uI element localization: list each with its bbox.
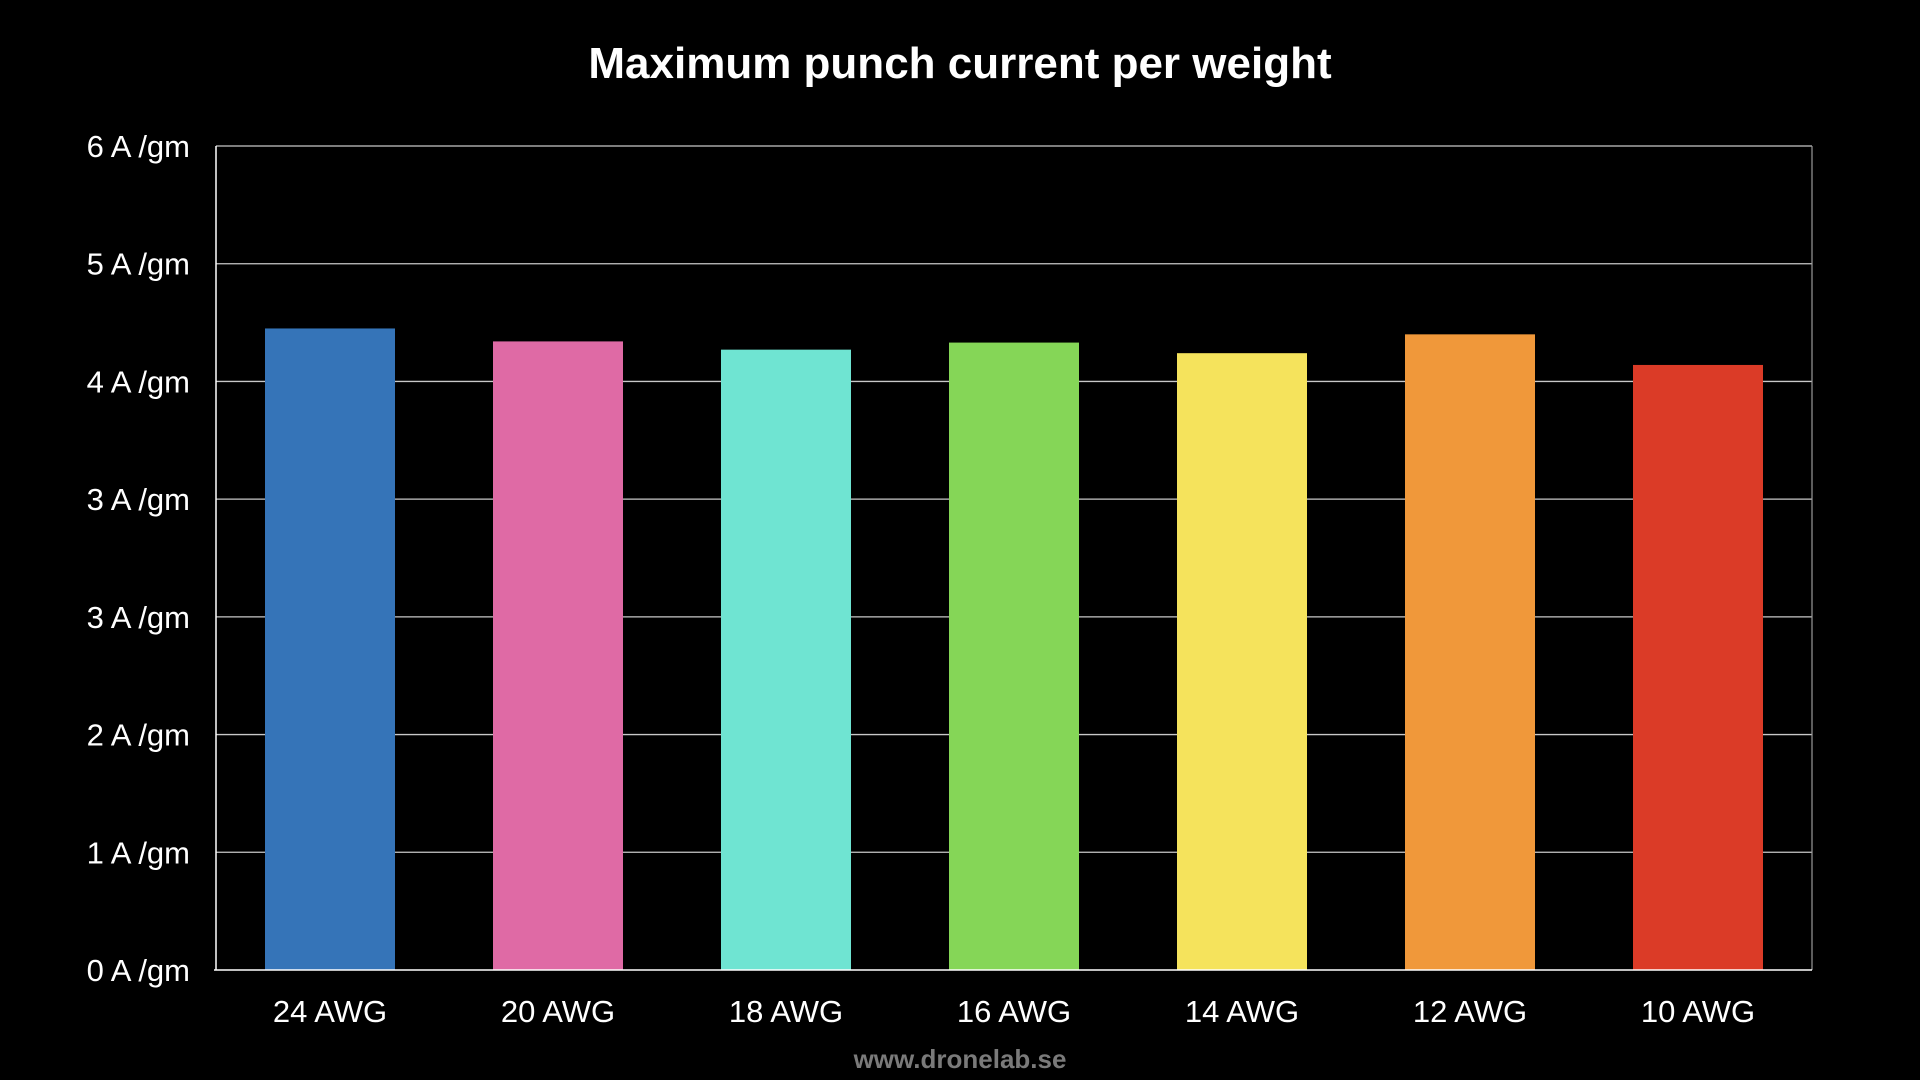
x-tick-label: 24 AWG [273,994,387,1029]
y-tick-label: 0 A /gm [87,953,190,988]
y-tick-label: 4 A /gm [87,364,190,399]
bar-20-awg [493,341,623,970]
watermark-text: www.dronelab.se [853,1044,1067,1074]
y-tick-label: 5 A /gm [87,247,190,282]
x-tick-label: 12 AWG [1413,994,1527,1029]
bar-18-awg [721,349,851,970]
x-tick-label: 14 AWG [1185,994,1299,1029]
x-tick-label: 10 AWG [1641,994,1755,1029]
y-tick-label: 2 A /gm [87,718,190,753]
y-tick-label: 6 A /gm [87,129,190,164]
bar-16-awg [949,342,1079,970]
bar-12-awg [1405,334,1535,970]
x-axis-tick-labels: 24 AWG 20 AWG 18 AWG 16 AWG 14 AWG 12 AWG 10 A… [273,994,1755,1029]
bar-14-awg [1177,353,1307,971]
y-tick-label: 3 A /gm [87,600,190,635]
y-axis-tick-labels: 0 A /gm 1 A /gm 2 A /gm 3 A /gm 3 A /gm 4 A /… [87,129,190,988]
axes [214,146,1813,971]
bars [265,328,1763,971]
bar-10-awg [1633,364,1763,970]
y-tick-label: 3 A /gm [87,482,190,517]
x-tick-label: 18 AWG [729,994,843,1029]
bar-24-awg [265,328,395,970]
chart-title: Maximum punch current per weight [588,39,1332,88]
y-tick-label: 1 A /gm [87,835,190,870]
x-tick-label: 16 AWG [957,994,1071,1029]
x-tick-label: 20 AWG [501,994,615,1029]
